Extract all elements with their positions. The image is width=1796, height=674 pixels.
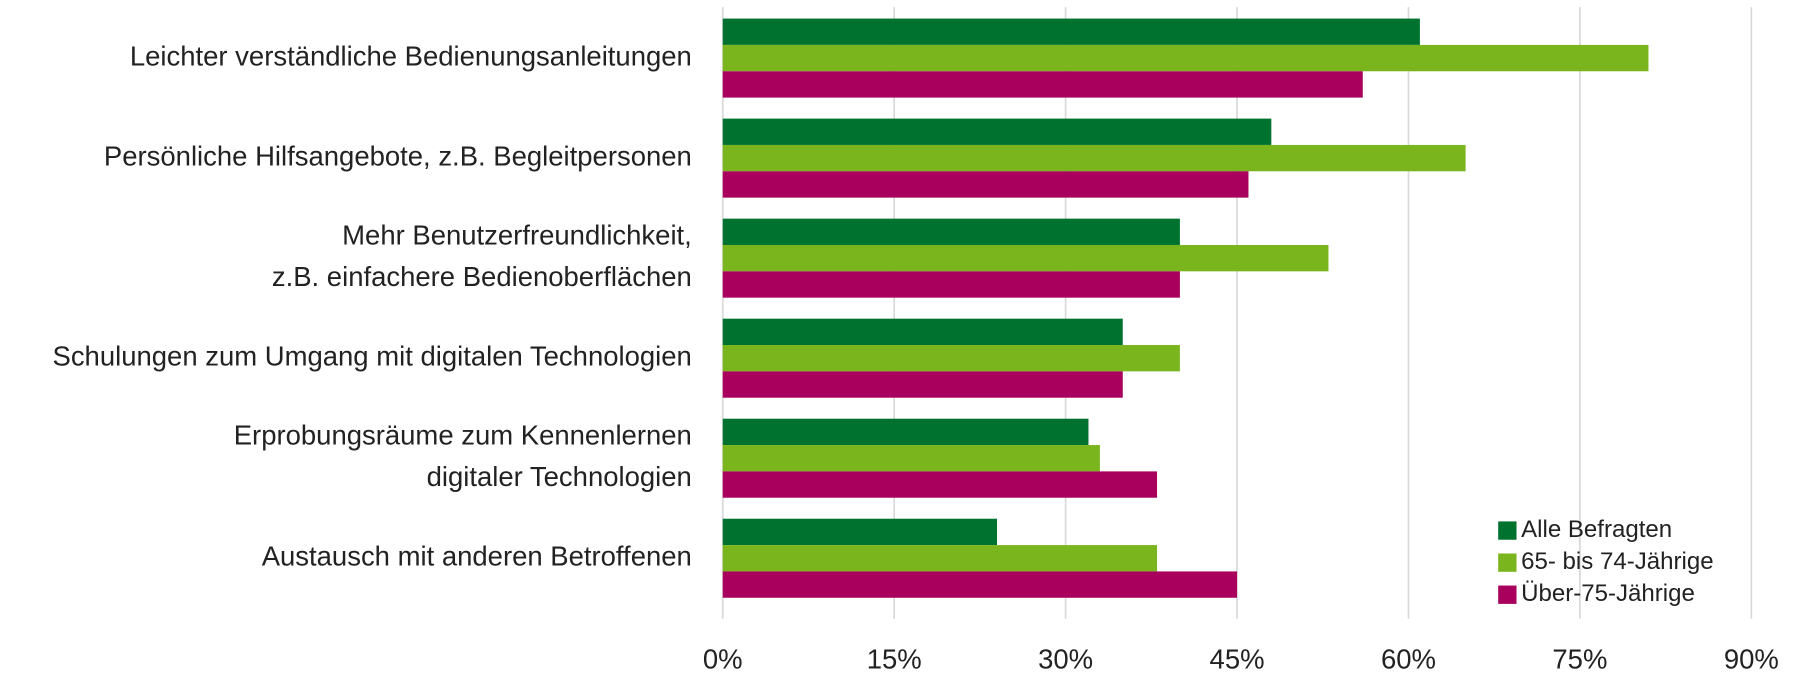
bar: [722, 144, 1466, 172]
bar: [722, 171, 1249, 198]
legend-label: Alle Befragten: [1521, 516, 1672, 543]
bar: [722, 571, 1238, 598]
bar: [722, 218, 1180, 245]
bar: [722, 518, 998, 546]
bar: [722, 345, 1180, 372]
x-tick-label: 90%: [1724, 643, 1779, 674]
bar: [722, 271, 1180, 298]
x-tick-label: 30%: [1038, 643, 1093, 674]
bar: [722, 371, 1123, 398]
bar: [722, 471, 1158, 498]
x-tick-label: 0%: [703, 643, 743, 674]
category-label: Schulungen zum Umgang mit digitalen Tech…: [53, 340, 692, 371]
bar: [722, 445, 1100, 472]
x-tick-label: 45%: [1210, 643, 1265, 674]
category-label: Austausch mit anderen Betroffenen: [262, 541, 692, 572]
legend-swatch: [1498, 585, 1517, 604]
bar: [722, 71, 1363, 98]
x-tick-label: 60%: [1381, 643, 1436, 674]
category-label: Mehr Benutzerfreundlichkeit, z.B. einfach…: [272, 220, 692, 292]
bar: [722, 118, 1272, 145]
category-label: Leichter verständliche Bedienungsanleitu…: [130, 40, 692, 71]
bar: [722, 44, 1649, 72]
legend-swatch: [1498, 553, 1517, 572]
legend-swatch: [1498, 521, 1517, 540]
legend-label: 65- bis 74-Jährige: [1521, 548, 1713, 575]
x-tick-label: 75%: [1552, 643, 1607, 674]
category-label: Erprobungsräume zum Kennenlernen digitale…: [234, 420, 692, 492]
legend-label: Über-75-Jährige: [1521, 580, 1695, 607]
bar: [722, 244, 1329, 272]
bar: [722, 418, 1089, 446]
bar: [722, 545, 1158, 572]
bar: [722, 318, 1123, 346]
x-tick-label: 15%: [867, 643, 922, 674]
bar: [722, 18, 1420, 45]
category-label: Persönliche Hilfsangebote, z.B. Begleitp…: [104, 140, 692, 171]
